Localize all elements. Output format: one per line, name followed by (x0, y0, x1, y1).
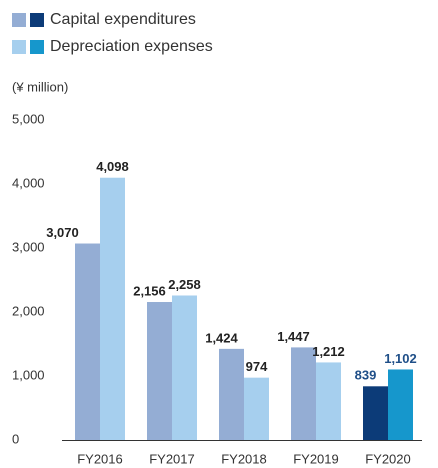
unit-label: (¥ million) (12, 79, 68, 94)
value-label: 2,156 (133, 283, 166, 298)
x-tick-label: FY2018 (221, 451, 267, 466)
y-tick-label: 5,000 (12, 111, 45, 126)
x-tick-label: FY2020 (365, 451, 411, 466)
y-tick-label: 3,000 (12, 239, 45, 254)
y-tick-label: 0 (12, 431, 19, 446)
y-tick-label: 4,000 (12, 175, 45, 190)
bar (291, 347, 316, 440)
value-label: 839 (355, 368, 377, 383)
legend-swatch (30, 40, 44, 54)
value-label: 974 (246, 359, 268, 374)
bar (244, 377, 269, 440)
legend-label: Depreciation expenses (50, 38, 213, 55)
y-tick-label: 2,000 (12, 303, 45, 318)
bar (388, 369, 413, 440)
legend-swatch (30, 13, 44, 27)
x-tick-label: FY2019 (293, 451, 339, 466)
value-label: 3,070 (46, 225, 79, 240)
bar (363, 386, 388, 440)
value-label: 1,102 (384, 351, 417, 366)
bar (75, 243, 100, 440)
bar (172, 295, 197, 440)
value-label: 1,424 (205, 330, 238, 345)
y-tick-label: 1,000 (12, 367, 45, 382)
value-label: 1,212 (312, 344, 345, 359)
legend-label: Capital expenditures (50, 11, 196, 28)
x-tick-label: FY2016 (77, 451, 123, 466)
value-label: 4,098 (96, 159, 129, 174)
value-label: 1,447 (277, 329, 310, 344)
legend-swatch (12, 40, 26, 54)
x-tick-label: FY2017 (149, 451, 195, 466)
legend-swatch (12, 13, 26, 27)
bar (147, 302, 172, 440)
bar (316, 362, 341, 440)
bar (219, 348, 244, 440)
value-label: 2,258 (168, 277, 201, 292)
bar (100, 177, 125, 440)
